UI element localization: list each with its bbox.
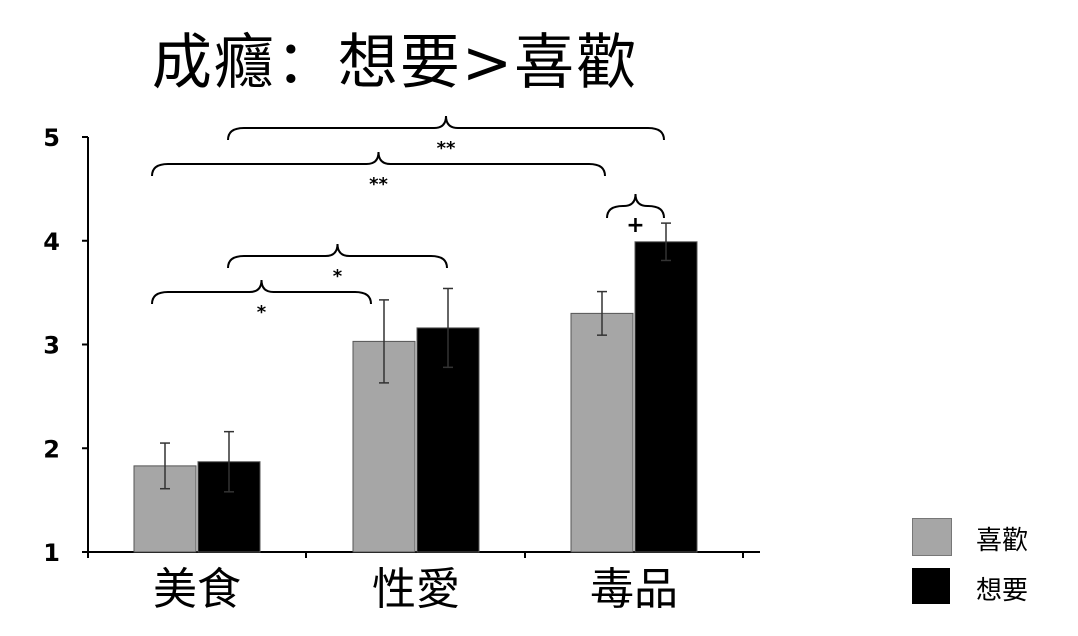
significance-label: * (333, 266, 343, 287)
chart-title: 成癮：想要>喜歡 (151, 28, 639, 98)
x-category-label: 性愛 (372, 564, 460, 615)
significance-brace (227, 243, 448, 269)
y-tick-label: 4 (43, 228, 60, 256)
legend-swatch-liking (912, 518, 952, 556)
legend-label-wanting: 想要 (976, 576, 1029, 606)
y-tick-label: 1 (43, 539, 60, 567)
y-tick-label: 3 (43, 332, 60, 360)
significance-label: * (257, 302, 267, 323)
significance-label: ** (437, 138, 456, 159)
legend-swatch-wanting (912, 568, 950, 604)
significance-brace (151, 151, 606, 177)
significance-label: + (626, 213, 644, 238)
significance-brace (151, 279, 372, 305)
significance-brace (227, 115, 665, 141)
significance-label: ** (369, 174, 388, 195)
bar (634, 241, 698, 553)
bar (570, 312, 634, 553)
y-tick-label: 2 (43, 435, 60, 463)
x-category-label: 毒品 (590, 564, 678, 615)
x-category-label: 美食 (153, 564, 241, 615)
significance-brace (606, 193, 665, 219)
legend-label-liking: 喜歡 (976, 526, 1029, 556)
y-tick-label: 5 (43, 124, 60, 152)
